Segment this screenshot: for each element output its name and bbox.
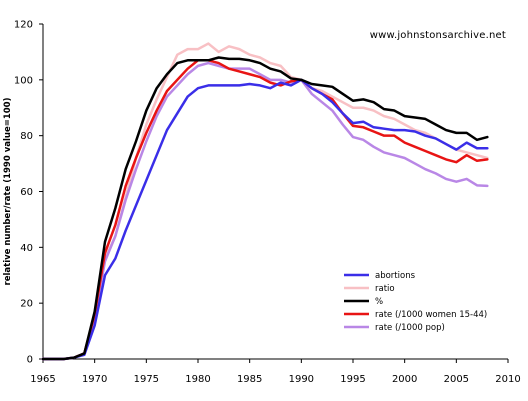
x-tick-label: 1965 [30,374,55,385]
legend-label: ratio [375,284,395,294]
x-tick-label: 2010 [495,374,520,385]
y-tick-label: 120 [14,20,33,31]
series-line-4 [41,59,489,361]
legend-label: % [375,297,383,307]
x-tick-label: 1975 [134,374,159,385]
series-lines [41,42,489,361]
y-tick-label: 100 [14,75,33,86]
series-line-3 [41,56,489,361]
series-line-1 [41,78,489,361]
series-line-5 [41,61,489,361]
y-tick-label: 60 [20,187,33,198]
x-tick-label: 1970 [82,374,107,385]
y-tick-label: 40 [20,243,33,254]
y-tick-label: 80 [20,131,33,142]
x-tick-label: 1980 [185,374,210,385]
y-tick-label: 20 [20,299,33,310]
legend-label: rate (/1000 pop) [375,323,445,333]
y-tick-label: 0 [27,355,33,366]
source-annotation: www.johnstonsarchive.net [370,30,506,41]
legend-label: abortions [375,271,416,281]
y-axis-label: relative number/rate (1990 value=100) [3,97,13,285]
legend: abortions ratio% rate (/1000 women 15-44) r… [344,271,487,333]
x-tick-label: 1990 [289,374,314,385]
axes [42,24,508,360]
x-tick-label: 1995 [340,374,365,385]
y-axis-ticks: 0 20 40 60 80 100 120 [14,20,43,366]
legend-label: rate (/1000 women 15-44) [375,310,487,320]
x-tick-label: 2000 [392,374,417,385]
x-axis-ticks: 1965 1970 1975 1980 1985 1990 1995 2000 2005 2010 [30,359,521,385]
x-tick-label: 2005 [444,374,469,385]
x-tick-label: 1985 [237,374,262,385]
